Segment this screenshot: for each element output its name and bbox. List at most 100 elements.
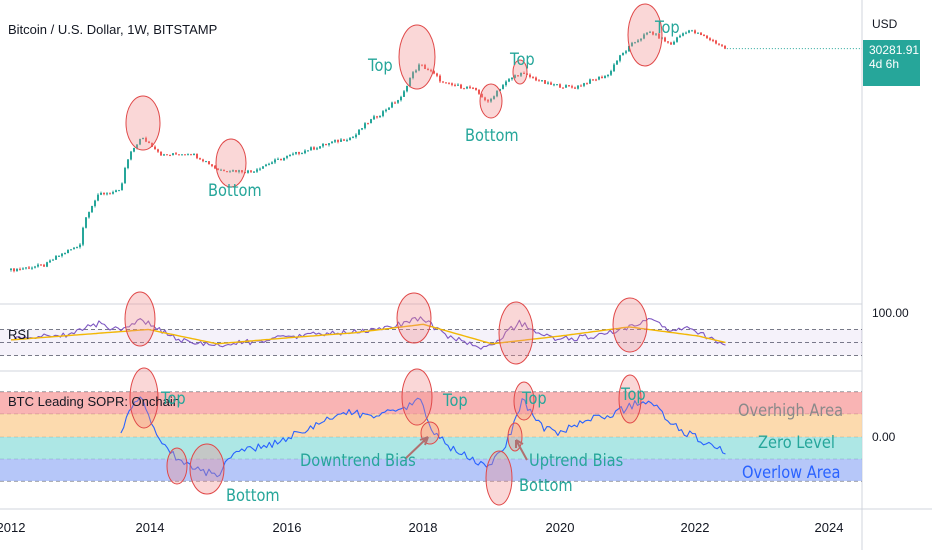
symbol-title: Bitcoin / U.S. Dollar, 1W, BITSTAMP <box>8 22 218 37</box>
price-candle <box>685 32 687 34</box>
sopr-line <box>120 396 726 478</box>
price-candle <box>268 163 270 165</box>
price-candle <box>184 154 186 156</box>
sopr-overlow-zone <box>0 459 862 481</box>
price-candle <box>223 169 225 172</box>
highlight-circle <box>627 3 663 67</box>
price-candle <box>517 75 519 77</box>
price-candle <box>478 89 480 94</box>
price-candle <box>691 30 693 32</box>
price-candle <box>667 41 669 43</box>
price-candle <box>202 159 204 162</box>
price-candle <box>70 249 72 251</box>
price-candle <box>166 154 168 156</box>
price-candle <box>679 35 681 38</box>
highlight-circle <box>396 292 432 344</box>
price-candle <box>481 93 483 98</box>
x-tick-label: 2016 <box>272 520 302 535</box>
price-candle <box>637 40 639 43</box>
price-candle <box>274 159 276 163</box>
uptrend-arrowhead <box>515 439 524 448</box>
price-candle <box>373 116 375 120</box>
price-candle <box>712 39 714 41</box>
price-candle <box>178 154 180 156</box>
price-candle <box>229 171 231 173</box>
price-candle <box>283 157 285 161</box>
price-candle <box>79 244 81 248</box>
price-candle <box>718 43 720 45</box>
price-candle <box>235 170 237 172</box>
highlight-circle <box>398 24 436 90</box>
price-candle <box>397 100 399 103</box>
price-candle <box>34 266 36 268</box>
price-candle <box>382 111 384 116</box>
price-candle <box>574 87 576 89</box>
price-candle <box>319 146 321 149</box>
price-candle <box>484 97 486 101</box>
highlight-circles <box>124 3 663 506</box>
price-candle <box>688 30 690 33</box>
sopr-annotation-bottom: Bottom <box>226 486 280 506</box>
price-candle <box>91 206 93 213</box>
bar-countdown: 4d 6h <box>869 57 900 71</box>
price-candle <box>655 33 657 35</box>
price-candle <box>547 82 549 84</box>
price-annotation-top: Top <box>655 18 680 38</box>
price-candle <box>316 148 318 150</box>
price-candle <box>616 60 618 65</box>
price-annotation-bottom: Bottom <box>208 181 262 201</box>
sopr-title: BTC Leading SOPR: Onchain <box>8 394 180 409</box>
price-candle <box>97 194 99 201</box>
price-candle <box>436 73 438 76</box>
price-candle <box>700 32 702 35</box>
price-annotation-top: Top <box>368 56 393 76</box>
price-candle <box>562 87 564 89</box>
rsi-title: RSI <box>8 327 30 342</box>
price-candle <box>532 76 534 78</box>
price-candle <box>439 75 441 82</box>
price-candle <box>175 153 177 155</box>
highlight-circle <box>618 374 642 424</box>
price-candle <box>391 102 393 108</box>
price-annotation-bottom: Bottom <box>465 126 519 146</box>
price-candle <box>520 72 522 76</box>
price-candle <box>52 259 54 261</box>
price-candle <box>292 153 294 155</box>
zone-label-overhigh: Overhigh Area <box>738 401 844 421</box>
price-candle <box>40 264 42 266</box>
price-candle <box>271 162 273 164</box>
price-candle <box>85 217 87 228</box>
price-candle <box>394 102 396 104</box>
price-candle <box>328 143 330 145</box>
x-tick-label: 2020 <box>545 520 575 535</box>
price-candle <box>211 164 213 166</box>
price-candle <box>61 253 63 256</box>
price-candle <box>400 96 402 101</box>
price-candle <box>550 82 552 85</box>
price-candle <box>652 31 654 35</box>
price-candle <box>601 76 603 79</box>
price-candle <box>106 193 108 195</box>
price-candle <box>646 32 648 35</box>
highlight-circle <box>125 95 161 151</box>
highlight-circle <box>498 301 534 365</box>
price-candle <box>220 169 222 171</box>
price-candle <box>13 268 15 272</box>
price-candle <box>136 144 138 148</box>
price-candle <box>493 96 495 99</box>
price-candle <box>379 115 381 118</box>
price-candle <box>262 166 264 169</box>
rsi-axis-label: 100.00 <box>872 306 909 320</box>
price-candle <box>445 82 447 84</box>
price-candle <box>199 158 201 160</box>
price-candle <box>25 267 27 269</box>
price-candle <box>523 72 525 74</box>
price-candle <box>424 64 426 70</box>
price-candle <box>118 190 120 192</box>
price-candle <box>418 64 420 71</box>
price-candle <box>337 140 339 142</box>
price-candle <box>127 159 129 169</box>
price-candle <box>469 86 471 88</box>
price-candle <box>706 35 708 39</box>
highlight-circle <box>479 83 503 119</box>
